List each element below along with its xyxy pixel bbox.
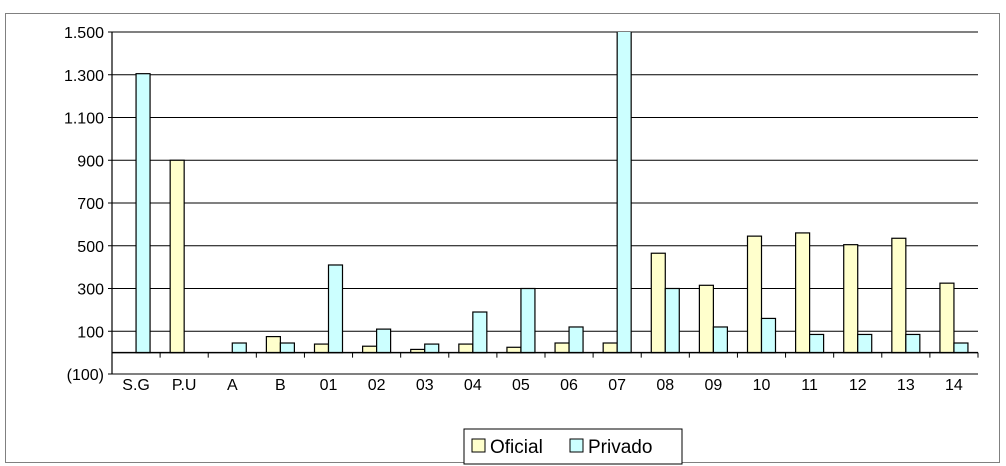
x-tick-label: 02 <box>368 377 386 394</box>
bar-privado-10 <box>760 317 777 354</box>
bar-privado-sg <box>135 73 151 354</box>
x-tick-label: 11 <box>801 377 818 394</box>
bar-oficial-pu <box>169 159 185 354</box>
y-tick-label: 1.300 <box>64 68 104 85</box>
bar-oficial-b <box>265 335 281 354</box>
x-tick-label: 08 <box>656 377 674 394</box>
y-tick-labels: 1.500 1.300 1.100 900 700 500 300 100 (100) <box>64 25 104 384</box>
bar-privado-13 <box>905 333 921 354</box>
bar-privado-03 <box>424 343 440 354</box>
gridlines <box>112 31 978 375</box>
bar-oficial-02 <box>362 345 378 354</box>
legend-swatch-privado <box>569 438 584 453</box>
x-tick-label: 01 <box>320 377 338 394</box>
bar-privado-07 <box>616 32 632 354</box>
y-tick-label: 900 <box>77 153 104 170</box>
x-tick-label: 14 <box>945 377 963 394</box>
bar-oficial-09 <box>698 284 714 354</box>
legend: Oficial Privado <box>463 428 683 465</box>
x-tick-label: A <box>227 377 238 394</box>
bar-oficial-11 <box>795 232 811 354</box>
bar-privado-a <box>231 342 247 354</box>
bar-oficial-08 <box>650 252 666 354</box>
y-tick-label: 1.500 <box>64 25 104 42</box>
legend-label-oficial: Oficial <box>490 437 543 458</box>
bar-privado-04 <box>472 311 488 354</box>
bar-privado-14 <box>953 342 969 354</box>
bar-privado-01 <box>327 264 344 354</box>
bar-privado-08 <box>664 287 680 354</box>
bar-privado-b <box>279 342 295 354</box>
x-tick-label: P.U <box>172 377 197 394</box>
y-tick-label: (100) <box>67 367 104 384</box>
bar-privado-06 <box>568 326 584 354</box>
bar-oficial-14 <box>939 282 955 354</box>
legend-label-privado: Privado <box>588 437 652 458</box>
bar-oficial-06 <box>554 342 570 354</box>
y-tick-label: 300 <box>77 282 104 299</box>
x-tick-label: 05 <box>512 377 530 394</box>
bar-oficial-05 <box>506 346 522 354</box>
bar-privado-11 <box>809 333 825 354</box>
bar-oficial-10 <box>746 235 763 354</box>
x-tick-label: 07 <box>608 377 626 394</box>
x-tick-label: S.G <box>122 377 150 394</box>
x-tick-labels: S.G P.U A B 01 02 03 04 05 06 07 08 09 10 11 12 13 14 <box>122 377 963 394</box>
y-tick-label: 100 <box>77 324 104 341</box>
bar-oficial-07 <box>602 342 618 354</box>
x-tick-label: 04 <box>464 377 482 394</box>
bar-privado-12 <box>857 333 873 354</box>
bar-privado-09 <box>712 326 728 354</box>
bar-oficial-12 <box>843 244 859 354</box>
bar-oficial-13 <box>891 237 907 354</box>
x-tick-label: 10 <box>753 377 771 394</box>
bar-oficial-01 <box>313 343 330 354</box>
axes <box>108 31 979 375</box>
bar-privado-05 <box>520 287 536 354</box>
legend-swatch-oficial <box>471 438 486 453</box>
y-tick-label: 500 <box>77 239 104 256</box>
bar-oficial-04 <box>458 343 474 354</box>
bar-privado-02 <box>376 328 392 354</box>
x-tick-label: 03 <box>416 377 434 394</box>
x-tick-label: 09 <box>704 377 722 394</box>
x-tick-label: 13 <box>897 377 915 394</box>
y-tick-label: 700 <box>77 196 104 213</box>
y-tick-label: 1.100 <box>64 111 104 128</box>
x-tick-label: B <box>275 377 286 394</box>
x-tick-label: 12 <box>849 377 867 394</box>
x-tick-label: 06 <box>560 377 578 394</box>
